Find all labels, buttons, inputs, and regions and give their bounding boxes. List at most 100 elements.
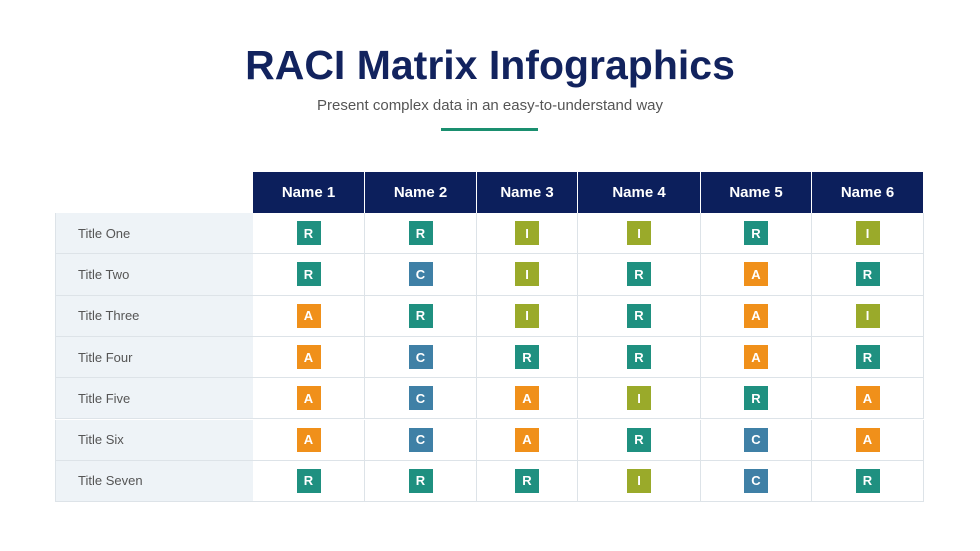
raci-badge: R — [744, 221, 768, 246]
raci-badge: R — [855, 468, 880, 493]
column-header: Name 2 — [365, 172, 477, 213]
raci-badge: I — [515, 221, 539, 246]
raci-badge: A — [744, 345, 768, 370]
matrix-cell: C — [365, 419, 477, 461]
matrix-cell: R — [578, 295, 701, 337]
matrix-cell: A — [253, 295, 365, 337]
raci-badge: A — [296, 386, 321, 411]
raci-badge: R — [408, 468, 433, 493]
matrix-cell: A — [812, 419, 924, 461]
matrix-cell: A — [701, 336, 812, 379]
matrix-cell: I — [812, 213, 924, 255]
matrix-cell: I — [477, 213, 578, 255]
matrix-cell: A — [253, 378, 365, 420]
matrix-cell: A — [701, 254, 812, 296]
matrix-cell: A — [812, 378, 924, 420]
column-header: Name 1 — [253, 172, 365, 213]
title: RACI Matrix Infographics — [245, 42, 735, 88]
matrix-cell: C — [365, 378, 477, 420]
raci-badge: R — [855, 345, 880, 370]
matrix-cell: A — [477, 378, 578, 420]
raci-badge: I — [855, 221, 880, 246]
matrix-cell: R — [812, 336, 924, 379]
matrix-cell: R — [365, 295, 477, 337]
raci-badge: I — [515, 303, 539, 328]
raci-badge: A — [515, 427, 539, 452]
row-title: Title Seven — [55, 460, 253, 503]
matrix-cell: I — [812, 295, 924, 337]
raci-badge: R — [515, 468, 539, 493]
raci-badge: C — [744, 427, 768, 452]
matrix-cell: R — [365, 460, 477, 503]
matrix-cell: C — [365, 336, 477, 379]
matrix-cell: I — [578, 213, 701, 255]
matrix-cell: R — [477, 336, 578, 379]
matrix-cell: C — [701, 419, 812, 461]
matrix-cell: R — [253, 254, 365, 296]
raci-badge: C — [408, 262, 433, 287]
matrix-cell: R — [701, 213, 812, 255]
raci-badge: R — [515, 345, 539, 370]
column-header: Name 5 — [701, 172, 812, 213]
raci-badge: A — [296, 303, 321, 328]
raci-badge: R — [627, 303, 651, 328]
row-title: Title Three — [55, 295, 253, 337]
raci-badge: A — [855, 427, 880, 452]
subtitle: Present complex data in an easy-to-under… — [316, 97, 664, 114]
matrix-cell: R — [812, 460, 924, 503]
matrix-cell: R — [578, 254, 701, 296]
raci-badge: A — [296, 427, 321, 452]
raci-badge: R — [627, 427, 651, 452]
raci-badge: I — [855, 303, 880, 328]
raci-badge: A — [515, 386, 539, 411]
matrix-cell: R — [253, 213, 365, 255]
raci-badge: A — [296, 345, 321, 370]
raci-badge: I — [515, 262, 539, 287]
matrix-cell: R — [812, 254, 924, 296]
row-title: Title Six — [55, 419, 253, 461]
raci-badge: R — [408, 303, 433, 328]
matrix-cell: R — [701, 378, 812, 420]
raci-badge: R — [744, 386, 768, 411]
matrix-cell: R — [578, 419, 701, 461]
matrix-cell: A — [701, 295, 812, 337]
row-title: Title One — [55, 213, 253, 255]
column-header: Name 3 — [477, 172, 578, 213]
raci-badge: R — [855, 262, 880, 287]
matrix-cell: I — [477, 254, 578, 296]
column-header: Name 4 — [578, 172, 701, 213]
matrix-cell: I — [578, 460, 701, 503]
raci-badge: C — [408, 345, 433, 370]
column-header: Name 6 — [812, 172, 924, 213]
raci-badge: A — [744, 303, 768, 328]
matrix-cell: C — [701, 460, 812, 503]
row-title: Title Four — [55, 336, 253, 379]
matrix-cell: I — [578, 378, 701, 420]
raci-badge: C — [408, 427, 433, 452]
raci-badge: I — [627, 468, 651, 493]
matrix-cell: I — [477, 295, 578, 337]
raci-badge: C — [744, 468, 768, 493]
raci-badge: R — [296, 262, 321, 287]
raci-badge: R — [296, 221, 321, 246]
raci-badge: R — [408, 221, 433, 246]
raci-badge: A — [855, 386, 880, 411]
matrix-cell: R — [253, 460, 365, 503]
matrix-cell: R — [365, 213, 477, 255]
matrix-cell: A — [253, 336, 365, 379]
raci-badge: R — [627, 345, 651, 370]
matrix-cell: C — [365, 254, 477, 296]
raci-badge: A — [744, 262, 768, 287]
raci-badge: I — [627, 386, 651, 411]
matrix-cell: R — [578, 336, 701, 379]
row-title: Title Five — [55, 378, 253, 420]
matrix-cell: R — [477, 460, 578, 503]
row-title: Title Two — [55, 254, 253, 296]
raci-badge: R — [627, 262, 651, 287]
raci-badge: R — [296, 468, 321, 493]
raci-badge: I — [627, 221, 651, 246]
matrix-cell: A — [253, 419, 365, 461]
matrix-cell: A — [477, 419, 578, 461]
raci-badge: C — [408, 386, 433, 411]
